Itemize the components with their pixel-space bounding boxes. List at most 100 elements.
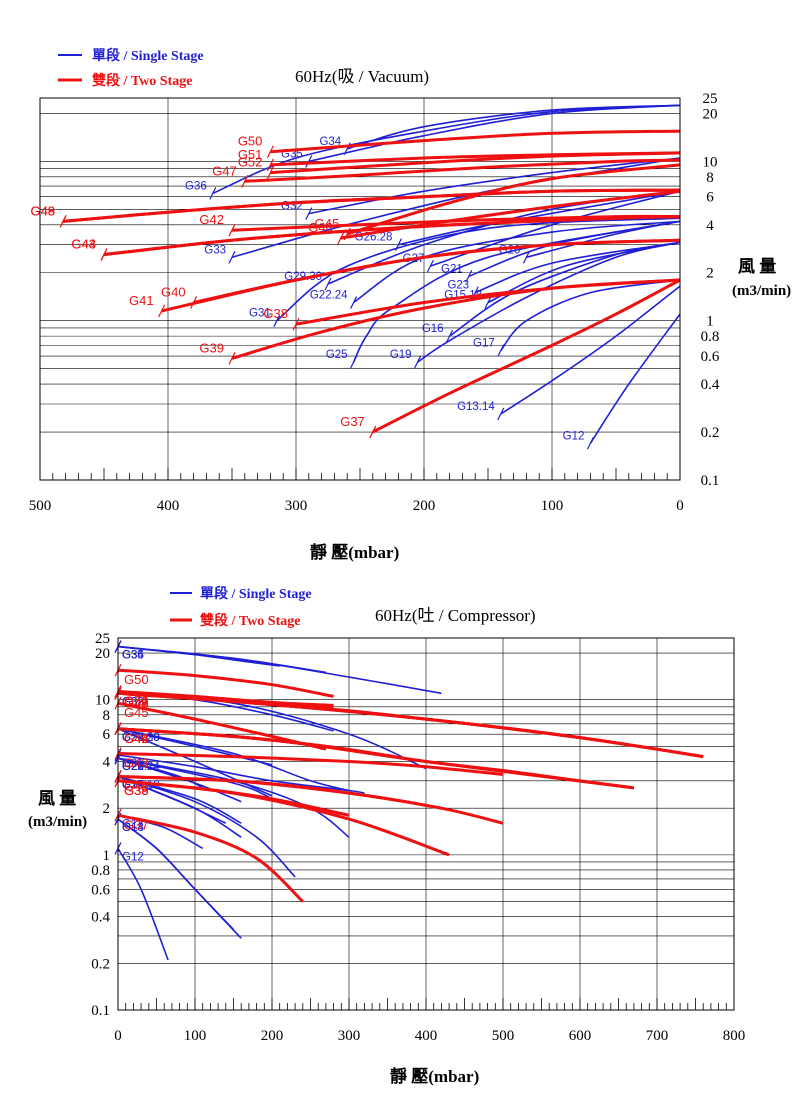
curve-label: G39: [199, 340, 224, 355]
x-tick-label: 500: [29, 498, 52, 514]
y-tick-label: 4: [103, 754, 111, 770]
y-axis-unit: (m3/min): [732, 283, 791, 299]
curve-g49: [117, 691, 704, 759]
curve-label: G39: [124, 783, 149, 798]
y-tick-label: 1: [103, 848, 111, 864]
curve-label: G25: [122, 761, 144, 773]
curve-g31: [276, 217, 681, 322]
curve-g16: [449, 241, 681, 337]
curve-end-marker: [369, 425, 377, 439]
y-tick-label: 6: [706, 190, 714, 206]
x-tick-label: 300: [338, 1028, 361, 1044]
curve-label: G42: [124, 731, 149, 746]
y-tick-label: 6: [103, 727, 111, 743]
data-series: G34G35G36G32G33G26.28G27G29.30G20G21G23G…: [30, 104, 681, 450]
curve-label: G36: [185, 180, 207, 192]
y-tick-label: 0.4: [701, 377, 720, 393]
curve-end-marker: [266, 166, 274, 179]
curve-label: G50: [238, 134, 263, 149]
curve-g47: [244, 158, 681, 183]
chart-title: 60Hz(吐 / Compressor): [375, 606, 536, 625]
curve-end-marker: [100, 248, 108, 261]
curve-label: G46: [124, 731, 149, 746]
curve-end-marker: [446, 329, 454, 343]
curve-label: G42: [199, 212, 224, 227]
x-tick-label: 200: [261, 1028, 284, 1044]
curve-label: G12: [122, 851, 144, 863]
curve-label: G40: [161, 285, 186, 300]
curve-end-marker: [350, 296, 358, 309]
x-tick-label: 100: [184, 1028, 207, 1044]
curve-g25: [117, 757, 350, 838]
curve-label: G21: [122, 761, 144, 773]
curve-end-marker: [497, 407, 505, 421]
y-tick-label: 4: [706, 218, 714, 234]
curve-label: G44: [71, 237, 96, 252]
curve-g44: [117, 727, 635, 790]
curve-label: G23: [447, 280, 469, 292]
curve-g27: [117, 728, 273, 797]
curve-g13: [117, 818, 242, 939]
curve-g37: [372, 278, 681, 434]
y-tick-label: 0.4: [91, 910, 110, 926]
legend-label-two: 雙段 / Two Stage: [200, 612, 300, 629]
curve-end-marker: [266, 158, 274, 172]
curve-end-marker: [228, 251, 236, 264]
curve-end-marker: [497, 344, 505, 357]
curve-g46: [340, 189, 681, 240]
curve-label: G34: [122, 650, 144, 662]
y-axis-title: 風 量: [738, 256, 776, 276]
plot-frame: [117, 637, 735, 1011]
y-tick-label: 0.8: [91, 863, 110, 879]
y-axis-title: 風 量: [38, 788, 76, 808]
curve-end-marker: [586, 437, 594, 450]
curve-end-marker: [337, 231, 345, 245]
curve-label: G47: [212, 163, 237, 178]
x-tick-label: 400: [157, 498, 180, 514]
curve-g50: [270, 129, 681, 154]
curve-end-marker: [228, 352, 236, 365]
curve-label: G43: [124, 756, 149, 771]
curve-end-marker: [350, 355, 358, 369]
curve-g43: [117, 752, 504, 776]
legend-label-single: 單段 / Single Stage: [200, 585, 312, 602]
y-tick-label: 20: [95, 646, 110, 662]
curve-g41: [117, 775, 504, 825]
curve-end-marker: [522, 251, 530, 264]
curve-label: G29.30: [122, 732, 160, 744]
curve-label: G27: [122, 732, 144, 744]
curve-g50: [117, 668, 334, 698]
curve-label: G43: [71, 237, 96, 252]
curve-label: G13: [122, 822, 144, 834]
y-tick-label: 8: [706, 170, 714, 186]
legend-label-two: 雙段 / Two Stage: [92, 72, 192, 89]
curve-g25: [352, 220, 681, 363]
curve-label: G35: [122, 650, 144, 662]
curve-label: G50: [124, 672, 149, 687]
curve-end-marker: [465, 270, 473, 283]
x-axis-title: 靜 壓(mbar): [390, 1066, 479, 1086]
x-tick-label: 0: [114, 1028, 122, 1044]
y-tick-label: 0.2: [701, 425, 720, 441]
curve-end-marker: [273, 314, 281, 327]
curve-g37: [117, 813, 304, 903]
legend: 單段 / Single Stage 雙段 / Two Stage: [170, 585, 312, 629]
curve-g39: [117, 779, 450, 857]
y-tick-label: 0.8: [701, 329, 720, 345]
y-tick-label: 1: [706, 314, 714, 330]
curve-end-marker: [241, 175, 249, 188]
curve-g44: [103, 215, 681, 257]
curve-label: G38: [263, 306, 288, 321]
y-tick-label: 10: [95, 693, 110, 709]
curve-end-marker: [292, 317, 300, 331]
curve-g29-30: [117, 728, 350, 792]
curve-label: G44: [124, 731, 149, 746]
data-series: G34G35G36G32G33G26.28G27G29.30G31G20G21G…: [114, 640, 704, 961]
x-axis-title: 靜 壓(mbar): [310, 542, 399, 562]
curve-g31: [117, 754, 365, 794]
curve-label: G17: [122, 818, 144, 830]
curve-label: G49: [30, 203, 55, 218]
x-tick-label: 0: [676, 498, 684, 514]
curve-g39: [231, 278, 681, 360]
